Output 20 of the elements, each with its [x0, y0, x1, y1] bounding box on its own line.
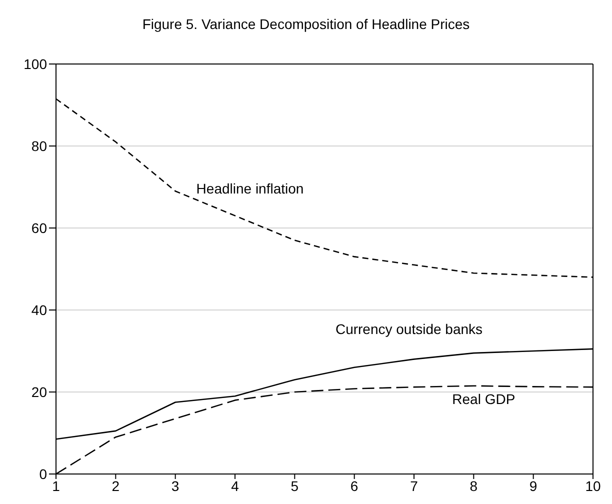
x-tick-label: 4: [231, 478, 240, 494]
x-tick-label: 10: [585, 478, 601, 494]
x-tick-label: 5: [290, 478, 299, 494]
x-tick-label: 7: [410, 478, 418, 494]
x-tick-label: 3: [171, 478, 180, 494]
series-label: Headline inflation: [196, 180, 304, 197]
x-tick-label: 9: [529, 478, 538, 494]
y-tick-label: 20: [31, 384, 48, 400]
y-tick-label: 80: [31, 138, 48, 154]
x-tick-label: 1: [52, 478, 60, 494]
series-label: Currency outside banks: [335, 321, 483, 338]
chart-title: Figure 5. Variance Decomposition of Headline Prices: [141, 16, 471, 32]
series-label: Real GDP: [452, 390, 516, 407]
y-tick-label: 40: [31, 302, 48, 318]
x-tick-label: 2: [112, 478, 120, 494]
x-tick-label: 8: [470, 478, 478, 494]
y-tick-label: 60: [31, 220, 48, 236]
y-tick-label: 100: [24, 56, 48, 72]
x-tick-label: 6: [350, 478, 358, 494]
y-tick-label: 0: [39, 466, 48, 482]
